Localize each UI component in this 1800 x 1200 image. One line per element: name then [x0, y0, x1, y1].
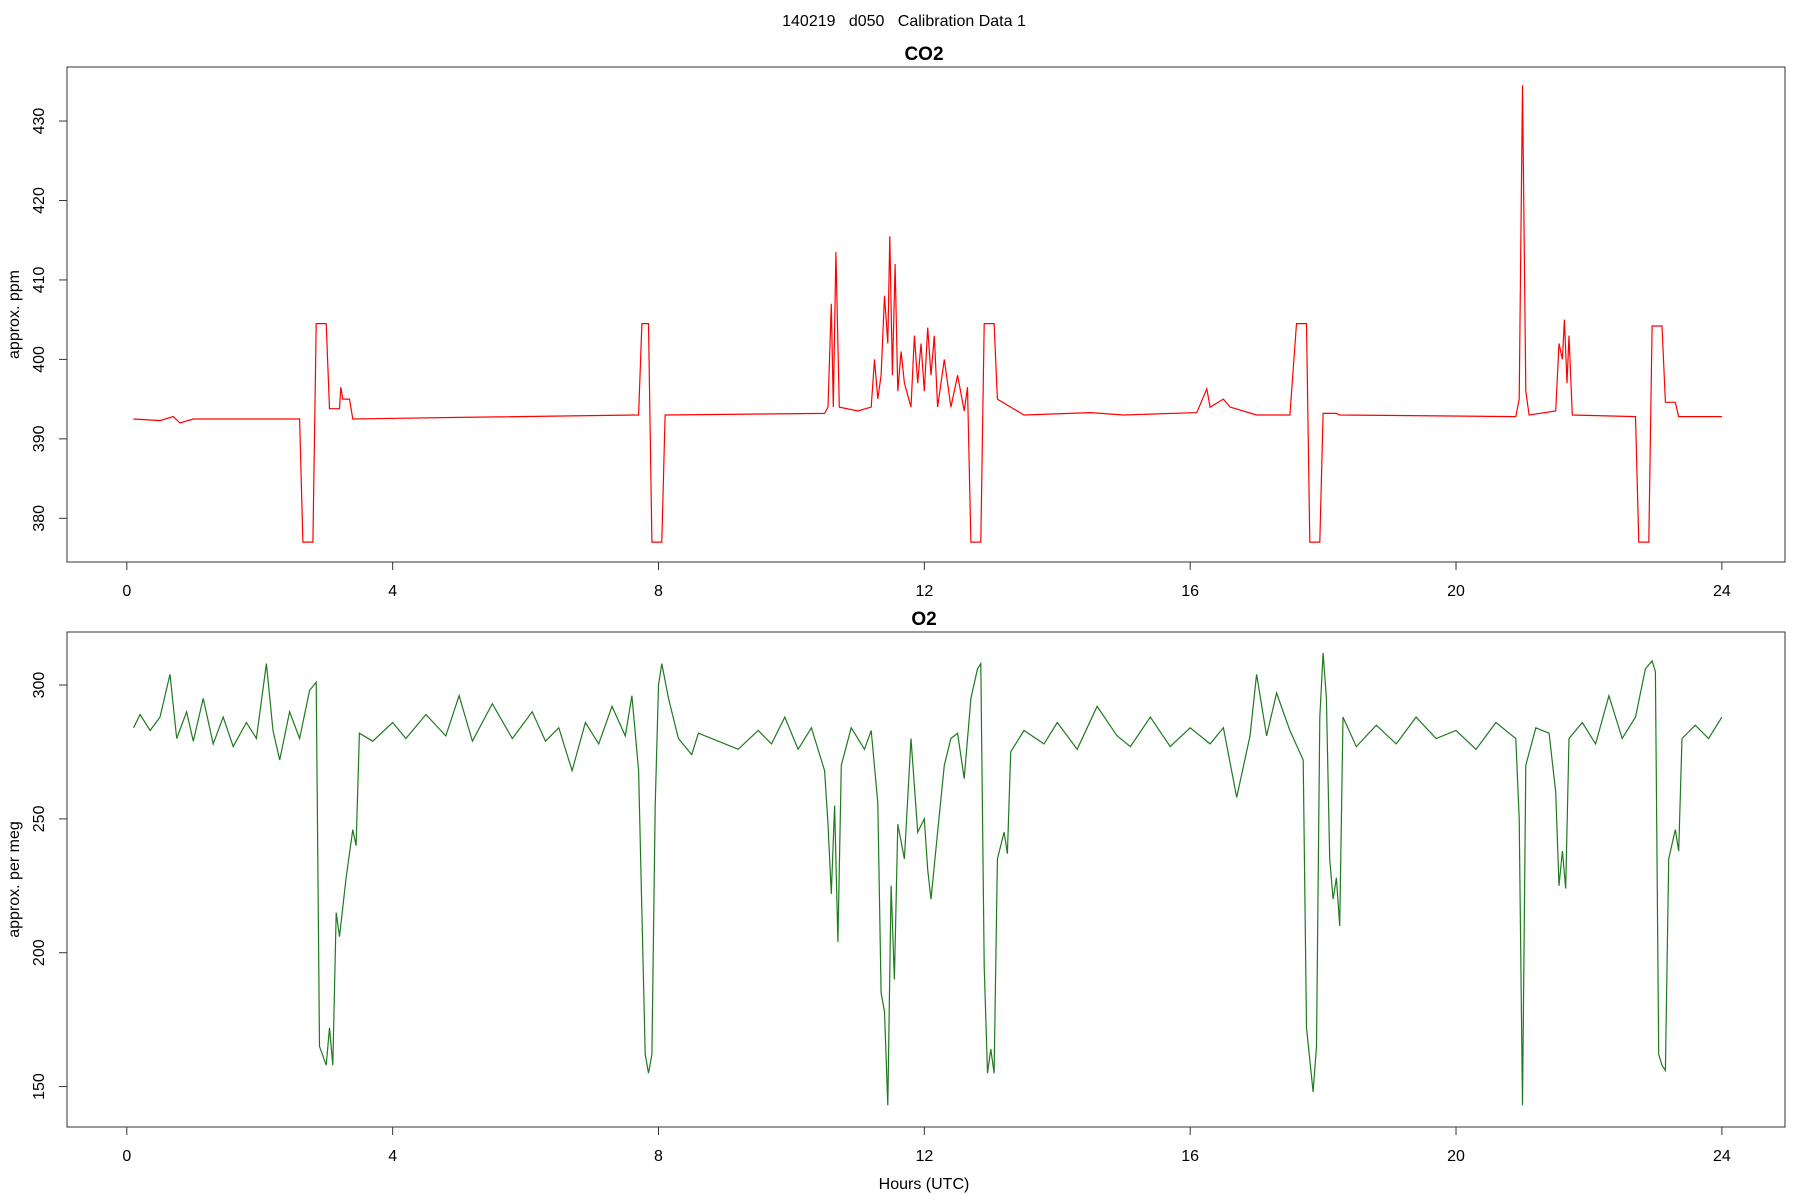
y-tick-label: 400 [31, 346, 48, 373]
y-tick-label: 200 [31, 939, 48, 966]
y-tick-label: 410 [31, 266, 48, 293]
y-tick-label: 420 [31, 187, 48, 214]
x-tick-label: 8 [654, 583, 663, 600]
super-title: 140219 d050 Calibration Data 1 [782, 13, 1026, 30]
y-tick-label: 150 [31, 1073, 48, 1100]
y-axis-label: approx. ppm [6, 270, 23, 359]
y-tick-label: 390 [31, 425, 48, 452]
x-tick-label: 20 [1447, 583, 1465, 600]
x-tick-label: 12 [915, 1148, 933, 1165]
plot-frame [66, 631, 1786, 1128]
x-tick-label: 0 [122, 583, 131, 600]
x-tick-label: 20 [1447, 1148, 1465, 1165]
x-tick-label: 8 [654, 1148, 663, 1165]
x-tick-label: 0 [122, 1148, 131, 1165]
x-tick-label: 16 [1181, 583, 1199, 600]
chart-title: CO2 [904, 44, 943, 65]
y-axis-label: approx. per meg [6, 821, 23, 938]
chart-title: O2 [911, 609, 936, 630]
y-tick-label: 250 [31, 805, 48, 832]
y-tick-label: 430 [31, 108, 48, 135]
data-line [133, 85, 1722, 543]
x-tick-label: 4 [388, 1148, 397, 1165]
data-line [132, 652, 1723, 1106]
x-tick-label: 24 [1713, 1148, 1731, 1165]
x-axis-label: Hours (UTC) [879, 1176, 970, 1193]
x-tick-label: 12 [915, 583, 933, 600]
x-tick-label: 4 [388, 583, 397, 600]
plot-frame [66, 66, 1786, 563]
y-tick-label: 300 [31, 672, 48, 699]
y-tick-label: 380 [31, 505, 48, 532]
x-tick-label: 16 [1181, 1148, 1199, 1165]
x-tick-label: 24 [1713, 583, 1731, 600]
